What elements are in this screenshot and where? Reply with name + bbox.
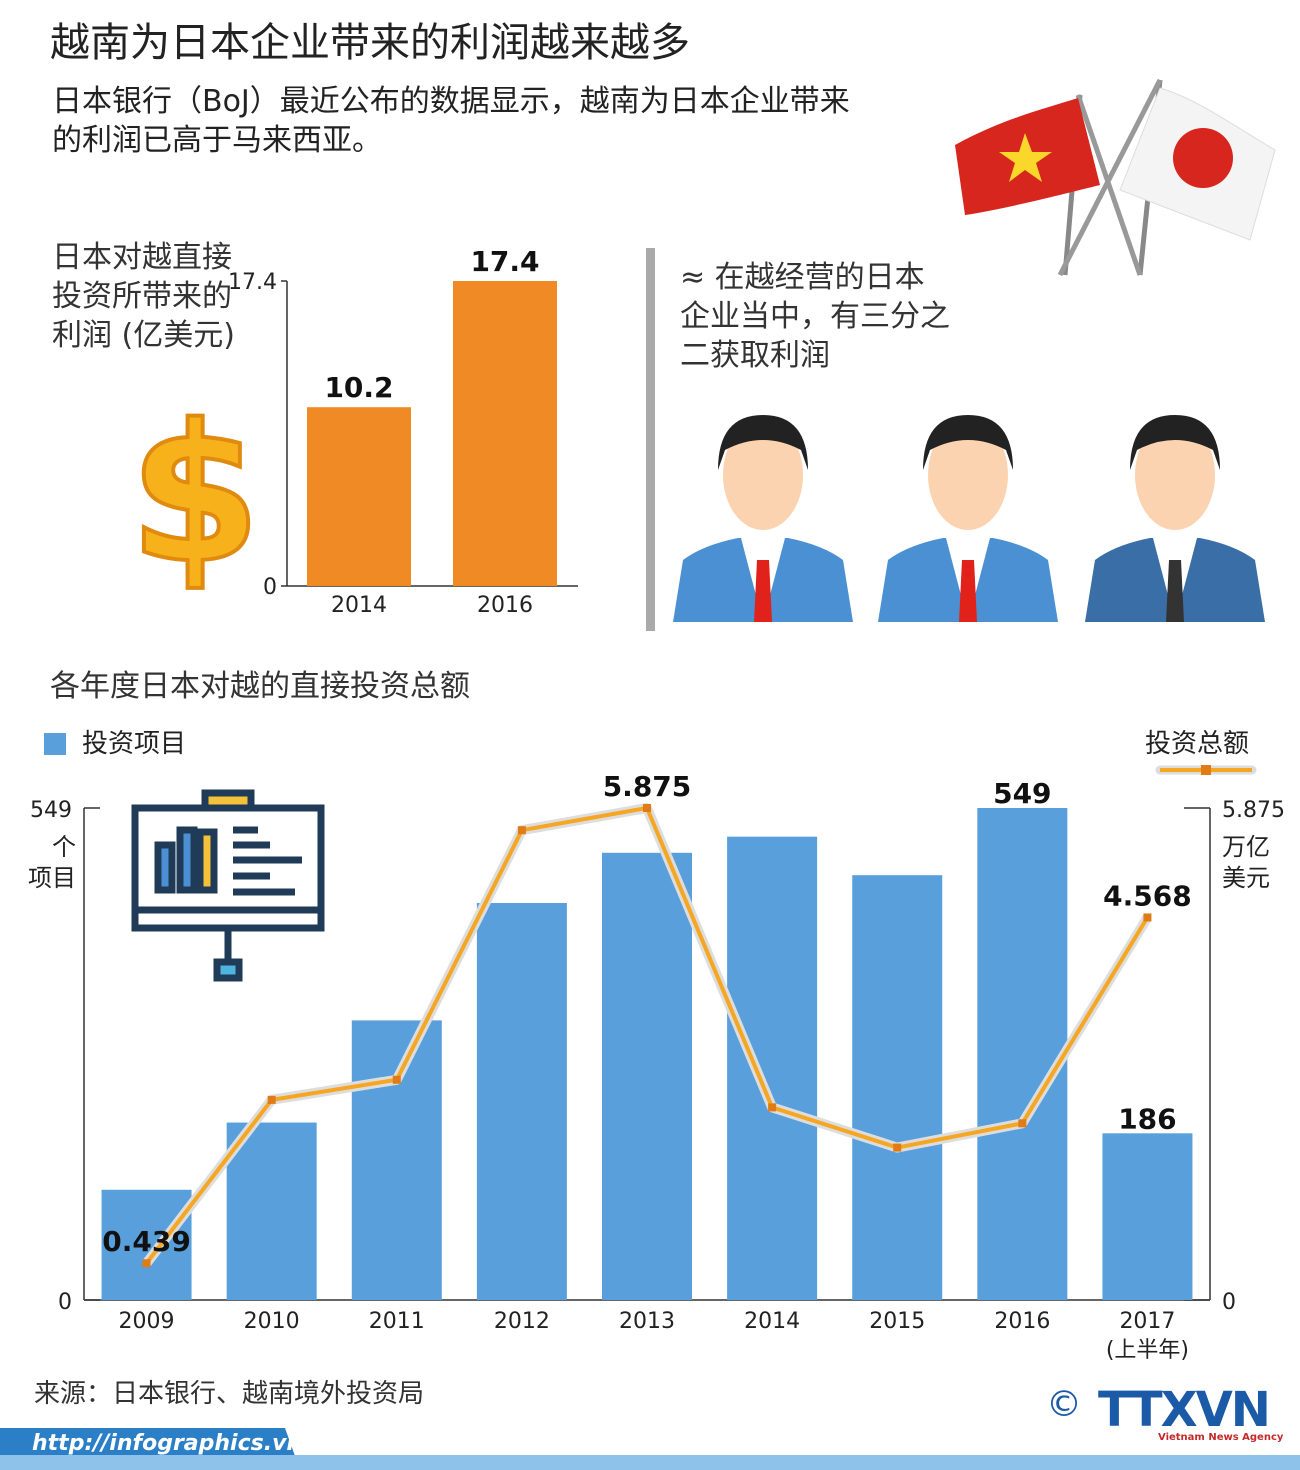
dollar-icon: $ (129, 384, 261, 605)
x-tick-label: 2014 (331, 593, 387, 618)
x-tick-label: 2012 (493, 1309, 550, 1334)
bar (476, 902, 567, 1300)
bar (101, 1189, 192, 1300)
x-tick-label: 2014 (744, 1309, 801, 1334)
y-tick-label: 0 (263, 575, 277, 600)
y-tick-label: 549 (30, 798, 72, 823)
bar (727, 836, 818, 1300)
chart-title: 各年度日本对越的直接投资总额 (50, 669, 470, 704)
line-point (392, 1075, 401, 1084)
line-point (1143, 913, 1152, 922)
line-point (1018, 1119, 1027, 1128)
divider (646, 248, 655, 631)
value-label: 4.568 (1103, 879, 1192, 912)
x-tick-label: 2016 (477, 593, 533, 618)
subtitle: 日本银行（BoJ）最近公布的数据显示，越南为日本企业带来 的利润已高于马来西亚。 (52, 84, 850, 158)
legend-swatch (44, 733, 66, 755)
source: 来源：日本银行、越南境外投资局 (34, 1379, 425, 1409)
bar (602, 852, 692, 1300)
bar (453, 281, 557, 586)
x-tick-label: 2015 (869, 1309, 926, 1334)
bar (1102, 1133, 1193, 1300)
value-label: 17.4 (470, 245, 539, 278)
line-point (768, 1103, 777, 1112)
line-point (142, 1259, 151, 1268)
x-tick-label: 2017 (上半年) (1105, 1309, 1190, 1363)
legend-marker (1201, 765, 1211, 775)
presentation-icon (131, 789, 325, 982)
footer-strip (0, 1455, 1300, 1470)
flag-star (999, 133, 1052, 182)
x-tick-label: 2009 (118, 1309, 175, 1334)
copyright: © (1046, 1384, 1082, 1425)
flag-pole (1075, 94, 1143, 276)
flag-pole (1057, 78, 1163, 277)
line-point (893, 1143, 902, 1152)
y-axis-unit: 个 项目 (28, 833, 76, 893)
x-tick-label: 2010 (243, 1309, 300, 1334)
businessmen (673, 415, 1265, 622)
y2-axis-unit: 万亿 美元 (1222, 833, 1270, 893)
y-tick-label: 17.4 (228, 270, 277, 295)
bar (852, 875, 943, 1300)
logo: TTXVN (1098, 1382, 1271, 1438)
note: ≈ 在越经营的日本 企业当中，有三分之 二获取利润 (680, 260, 950, 373)
agency: Vietnam News Agency (1158, 1432, 1284, 1443)
flag-sun (1173, 128, 1233, 188)
chart-title: 日本对越直接 投资所带来的 利润 (亿美元) (52, 240, 235, 353)
legend-label: 投资总额 (1145, 729, 1250, 759)
y-tick-label: 0 (58, 1290, 72, 1315)
bar (977, 808, 1068, 1300)
value-label: 0.439 (102, 1225, 191, 1258)
line-point (643, 804, 651, 812)
line-point (517, 826, 526, 835)
value-label: 10.2 (324, 371, 393, 404)
legend-label: 投资项目 (82, 729, 187, 759)
value-label: 5.875 (603, 770, 692, 803)
y2-tick-label: 0 (1222, 1290, 1236, 1315)
bar (307, 407, 411, 586)
y2-tick-label: 5.875 (1222, 798, 1285, 823)
url: http://infographics.vn (32, 1431, 303, 1456)
x-tick-label: 2013 (619, 1309, 675, 1334)
bar (226, 1122, 317, 1300)
page-title: 越南为日本企业带来的利润越来越多 (50, 20, 690, 66)
x-tick-label: 2016 (994, 1309, 1051, 1334)
value-label: 186 (1118, 1102, 1176, 1135)
x-tick-label: 2011 (368, 1309, 425, 1334)
bar (351, 1020, 442, 1300)
line-point (267, 1095, 276, 1104)
value-label: 549 (993, 777, 1051, 810)
